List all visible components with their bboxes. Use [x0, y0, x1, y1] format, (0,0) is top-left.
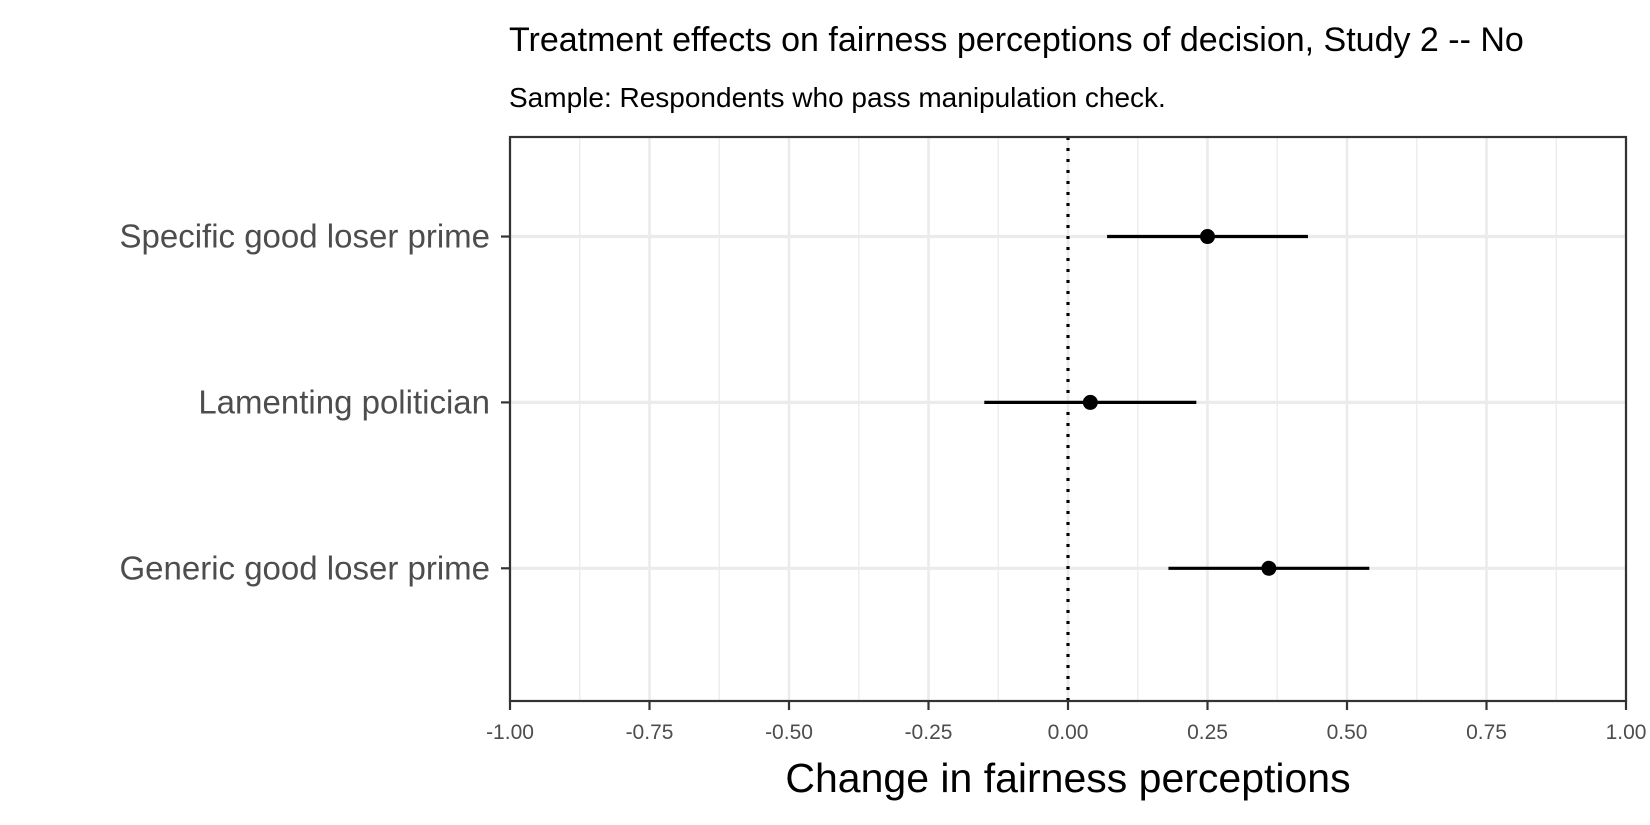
- point-estimate: [1200, 229, 1215, 245]
- x-tick-label: -0.50: [765, 721, 813, 744]
- y-tick-label: Specific good loser prime: [119, 218, 490, 255]
- grid-lines: [508, 137, 1628, 701]
- x-tick-label: 0.75: [1466, 721, 1507, 744]
- axes: Specific good loser prime Lamenting polit…: [119, 135, 1647, 744]
- y-tick-label: Generic good loser prime: [119, 549, 490, 586]
- chart-title: Treatment effects on fairness perception…: [509, 21, 1524, 59]
- point-estimate: [1261, 560, 1277, 576]
- x-tick-label: 0.50: [1327, 721, 1368, 744]
- x-tick-label: 1.00: [1606, 721, 1647, 744]
- y-tick-label: Lamenting politician: [198, 383, 490, 420]
- x-axis-title: Change in fairness perceptions: [785, 755, 1350, 801]
- x-tick-label: 0.25: [1187, 721, 1228, 744]
- chart-subtitle: Sample: Respondents who pass manipulatio…: [509, 82, 1166, 113]
- point-estimate: [1082, 394, 1098, 410]
- estimate-marks: [984, 229, 1370, 576]
- x-tick-label: -0.25: [905, 721, 953, 744]
- x-tick-label: -1.00: [486, 721, 534, 744]
- x-tick-label: -0.75: [626, 721, 674, 744]
- x-tick-label: 0.00: [1048, 721, 1089, 744]
